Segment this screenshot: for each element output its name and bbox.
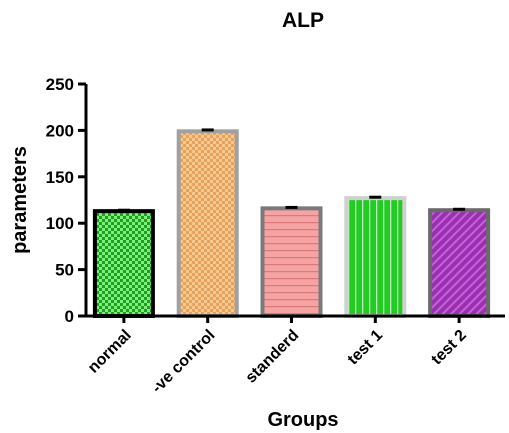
bar-ve-control (176, 129, 239, 318)
y-tick-label: 150 (46, 168, 74, 187)
x-axis-label: Groups (267, 409, 338, 431)
error-bar (201, 128, 214, 132)
y-tick-label: 100 (46, 214, 74, 233)
x-tick-label: test 1 (345, 327, 387, 369)
y-tick-label: 250 (46, 75, 74, 94)
y-tick-label: 0 (65, 307, 74, 326)
chart-title: ALP (282, 9, 324, 32)
bar-test-1 (344, 196, 407, 318)
x-tick-label: standerd (243, 327, 303, 387)
y-tick-label: 50 (55, 261, 74, 280)
y-tick-label: 200 (46, 121, 74, 140)
y-ticks-group: 0 50 100 150 200 250 (46, 75, 86, 326)
x-tick-label: test 2 (428, 327, 470, 369)
x-tick-label: -ve control (149, 327, 219, 397)
bar-normal (92, 209, 155, 318)
axes-group (84, 84, 505, 318)
bars-group (92, 129, 491, 319)
error-bar (117, 208, 130, 212)
x-tick-label: normal (85, 327, 135, 377)
bar-standerd (260, 206, 323, 319)
error-bar (453, 207, 466, 211)
error-bar (369, 195, 382, 199)
y-axis-label: parameters (9, 146, 31, 254)
bar-test-2 (428, 208, 491, 318)
x-ticks-group: normal -ve control standerd test 1 test 2 (85, 316, 470, 397)
error-bar (285, 205, 298, 209)
error-bars-group (117, 128, 466, 212)
